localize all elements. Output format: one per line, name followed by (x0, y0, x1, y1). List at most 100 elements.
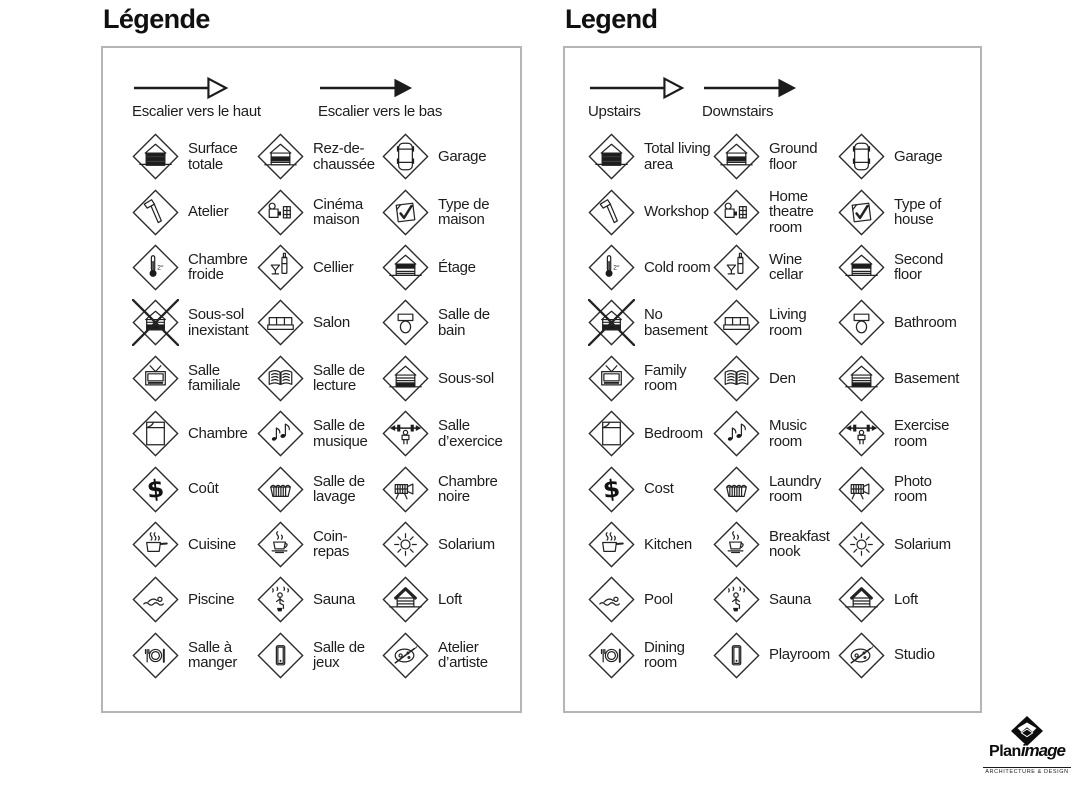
cost-icon: $ (588, 465, 635, 513)
ground-floor-icon (713, 133, 760, 180)
legend-item-bedroom: Chambre (132, 406, 257, 461)
playroom-icon (713, 632, 760, 679)
svg-text:$: $ (145, 473, 165, 504)
legend-item-den: Salle de lecture (257, 351, 382, 406)
planimage-wordmark: Planimage (975, 741, 1079, 760)
legend-panel-english: Legend Upstairs Downstairs Total living a… (563, 4, 982, 713)
music-room-icon (257, 410, 304, 457)
exercise-room-icon (838, 410, 885, 457)
basement-icon (382, 355, 429, 402)
sauna-icon (713, 576, 760, 623)
legend-item-exercise-room: Salle d’exercice (382, 406, 507, 461)
legend-item-label: Basement (894, 369, 960, 387)
garage-icon (838, 133, 885, 180)
legend-item-label: Total living area (644, 140, 711, 173)
legend-item-playroom: Salle de jeux (257, 628, 382, 683)
legend-item-solarium: Solarium (382, 517, 507, 572)
legend-item-label: Dining room (644, 638, 685, 672)
bathroom-icon (838, 299, 885, 346)
no-basement-icon (588, 299, 635, 347)
legend-item-label: Wine cellar (769, 250, 804, 284)
music-room-icon (713, 410, 760, 457)
family-room-icon (588, 355, 635, 402)
legend-item-label: Solarium (894, 535, 951, 553)
den-icon (713, 355, 760, 402)
legend-item-label: Salle d’exercice (438, 417, 503, 450)
legend-item-label: Exercise room (894, 417, 950, 450)
legend-item-label: Laundry room (769, 472, 822, 506)
living-room-icon (257, 299, 304, 346)
legend-item-living-room: Living room (713, 295, 838, 350)
legend-item-pool: Piscine (132, 572, 257, 627)
legend-item-studio: Studio (838, 628, 963, 683)
planimage-logo: Planimage ARCHITECTURE & DESIGN (975, 715, 1079, 778)
legend-item-label: Piscine (188, 591, 235, 609)
solarium-icon (838, 521, 885, 568)
panel-box-french: Escalier vers le haut Escalier vers le ba… (101, 46, 522, 713)
dining-room-icon (588, 632, 635, 679)
legend-item-label: Salle à manger (188, 638, 238, 672)
logo-word-plan: Plan (989, 743, 1021, 760)
legend-item-label: Kitchen (644, 535, 692, 553)
svg-text:2°: 2° (613, 263, 620, 271)
family-room-icon (132, 355, 179, 402)
legend-item-pool: Pool (588, 572, 713, 627)
legend-item-label: Living room (769, 306, 807, 339)
legend-item-second-floor: Second floor (838, 240, 963, 295)
no-basement-icon (132, 299, 179, 347)
total-living-area-icon (132, 133, 179, 180)
legend-item-label: Sauna (313, 591, 355, 609)
legend-item-sauna: Sauna (713, 572, 838, 627)
legend-item-label: Salle de lecture (313, 361, 365, 395)
legend-item-no-basement: No basement (588, 295, 713, 350)
legend-item-basement: Basement (838, 351, 963, 406)
legend-item-label: Photo room (894, 472, 932, 506)
legend-item-label: Cinéma maison (313, 195, 363, 229)
legend-item-loft: Loft (838, 572, 963, 627)
legend-item-bedroom: Bedroom (588, 406, 713, 461)
cold-room-icon: 2° (132, 244, 179, 291)
legend-item-label: Type of house (894, 195, 942, 229)
legend-panel-french: Légende Escalier vers le haut Escalier ve… (101, 4, 522, 713)
legend-item-type-of-house: Type de maison (382, 184, 507, 239)
logo-word-image: image (1020, 741, 1066, 760)
legend-item-label: Solarium (438, 535, 495, 553)
legend-item-dining-room: Salle à manger (132, 628, 257, 683)
legend-item-label: Cost (644, 480, 674, 498)
stair-arrow-filled: Escalier vers le bas (318, 75, 442, 120)
legend-item-exercise-room: Exercise room (838, 406, 963, 461)
home-theatre-icon (257, 188, 304, 236)
legend-item-label: Studio (894, 646, 935, 664)
svg-text:$: $ (601, 473, 621, 504)
svg-text:2°: 2° (157, 263, 164, 271)
type-of-house-icon (838, 188, 885, 236)
cold-room-icon: 2° (588, 244, 635, 291)
dining-room-icon (132, 632, 179, 679)
playroom-icon (257, 632, 304, 679)
photo-room-icon (382, 465, 429, 513)
legend-item-label: Salle de bain (438, 306, 490, 339)
legend-item-den: Den (713, 351, 838, 406)
legend-item-kitchen: Kitchen (588, 517, 713, 572)
legend-item-solarium: Solarium (838, 517, 963, 572)
stair-arrow-outline: Escalier vers le haut (132, 75, 318, 120)
legend-item-garage: Garage (838, 129, 963, 184)
legend-item-loft: Loft (382, 572, 507, 627)
legend-item-no-basement: Sous-sol inexistant (132, 295, 257, 350)
legend-item-label: Coût (188, 480, 219, 498)
legend-item-workshop: Workshop (588, 184, 713, 239)
second-floor-icon (382, 244, 429, 291)
garage-icon (382, 133, 429, 180)
legend-item-workshop: Atelier (132, 184, 257, 239)
legend-item-label: Surface totale (188, 140, 238, 173)
stair-arrow-outline: Upstairs (588, 75, 702, 120)
legend-item-wine-cellar: Cellier (257, 240, 382, 295)
stair-arrow-label: Escalier vers le haut (132, 103, 261, 120)
legend-item-kitchen: Cuisine (132, 517, 257, 572)
legend-item-label: Coin-repas (313, 527, 350, 561)
stair-arrow-label: Downstairs (702, 103, 774, 120)
laundry-room-icon (257, 465, 304, 513)
legend-item-label: Breakfast nook (769, 527, 830, 561)
breakfast-nook-icon (713, 521, 760, 568)
